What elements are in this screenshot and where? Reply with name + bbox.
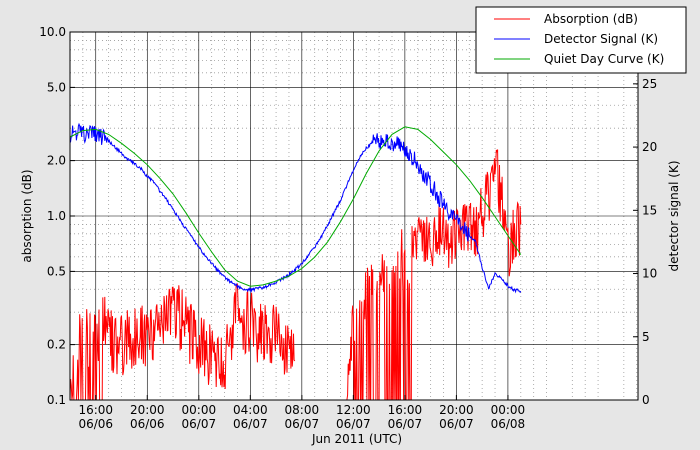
right-tick-label: 25 xyxy=(642,77,657,91)
x-tick-date-label: 06/07 xyxy=(388,417,423,431)
series-layer xyxy=(69,122,522,401)
legend-entry-quiet-day-curve: Quiet Day Curve (K) xyxy=(544,52,664,66)
x-axis-ticks: 16:0006/0620:0006/0600:0006/0704:0006/07… xyxy=(78,395,525,431)
right-tick-label: 20 xyxy=(642,140,657,154)
x-tick-date-label: 06/07 xyxy=(233,417,268,431)
series-line-detector-signal-k xyxy=(69,122,522,294)
x-tick-time-label: 12:00 xyxy=(336,403,371,417)
right-axis-ticks: 0 5 10 15 20 25 xyxy=(633,77,657,407)
right-tick-label: 15 xyxy=(642,203,657,217)
x-tick-time-label: 16:00 xyxy=(78,403,113,417)
left-tick-label: 2.0 xyxy=(47,154,66,168)
x-axis-label: Jun 2011 (UTC) xyxy=(311,432,402,446)
legend: Absorption (dB) Detector Signal (K) Quie… xyxy=(475,6,687,74)
series-line-quiet-day-curve-k xyxy=(69,126,522,287)
legend-entry-detector-signal: Detector Signal (K) xyxy=(544,32,658,46)
x-tick-date-label: 06/07 xyxy=(182,417,217,431)
x-tick-time-label: 16:00 xyxy=(388,403,423,417)
x-tick-date-label: 06/06 xyxy=(78,417,113,431)
x-tick-time-label: 20:00 xyxy=(439,403,474,417)
x-tick-time-label: 08:00 xyxy=(285,403,320,417)
left-axis-ticks: 0.1 0.2 0.5 1.0 2.0 5.0 10.0 xyxy=(39,25,75,407)
left-tick-label: 10.0 xyxy=(39,25,66,39)
x-tick-time-label: 04:00 xyxy=(233,403,268,417)
left-tick-label: 0.1 xyxy=(47,393,66,407)
right-tick-label: 0 xyxy=(642,393,650,407)
left-tick-label: 0.5 xyxy=(47,264,66,278)
right-tick-label: 5 xyxy=(642,330,650,344)
x-tick-date-label: 06/07 xyxy=(285,417,320,431)
x-tick-date-label: 06/07 xyxy=(336,417,371,431)
left-tick-label: 5.0 xyxy=(47,80,66,94)
x-tick-time-label: 00:00 xyxy=(491,403,526,417)
x-tick-date-label: 06/06 xyxy=(130,417,165,431)
x-tick-date-label: 06/08 xyxy=(491,417,526,431)
series-line-absorption-db-0 xyxy=(69,282,296,401)
x-tick-date-label: 06/07 xyxy=(439,417,474,431)
left-axis-label: absorption (dB) xyxy=(20,169,34,262)
left-tick-label: 1.0 xyxy=(47,209,66,223)
x-tick-time-label: 20:00 xyxy=(130,403,165,417)
legend-entry-absorption: Absorption (dB) xyxy=(544,12,638,26)
left-tick-label: 0.2 xyxy=(47,338,66,352)
right-tick-label: 10 xyxy=(642,267,657,281)
right-axis-label: detector signal (K) xyxy=(667,160,681,271)
x-tick-time-label: 00:00 xyxy=(182,403,217,417)
legend-box xyxy=(475,6,687,74)
